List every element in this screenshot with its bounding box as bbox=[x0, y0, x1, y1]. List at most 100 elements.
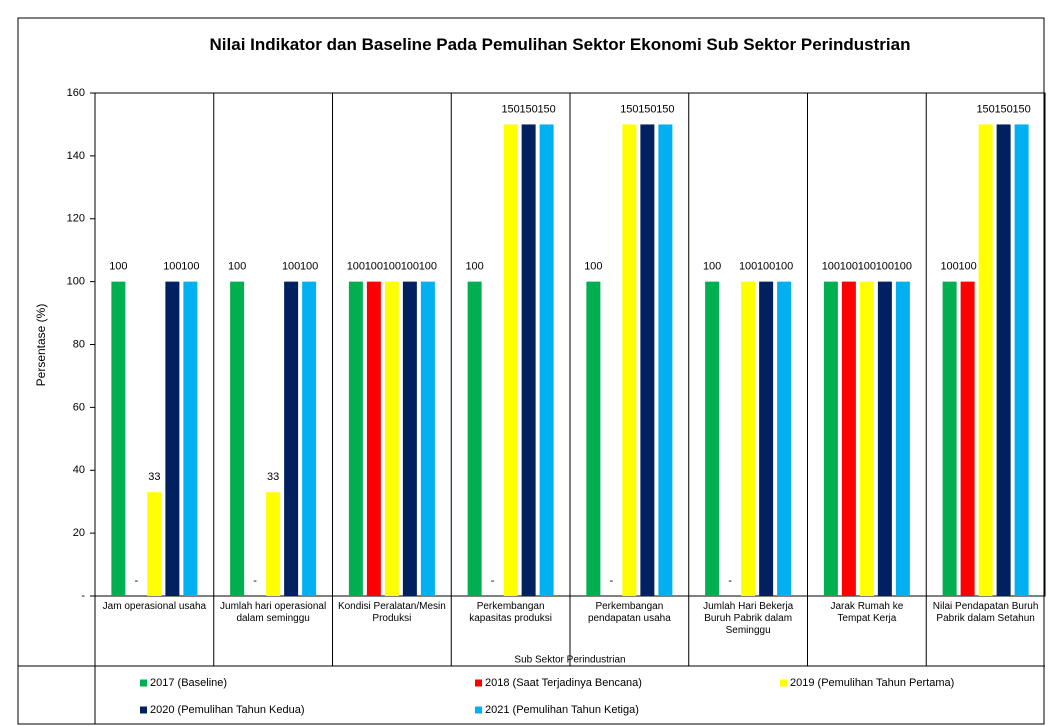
bar bbox=[284, 281, 299, 596]
data-label: 100 bbox=[347, 261, 365, 273]
data-label: 100 bbox=[228, 261, 246, 273]
x-tick-label: Jumlah hari operasional dalam seminggu bbox=[220, 601, 327, 624]
data-label: - bbox=[610, 575, 614, 587]
bar bbox=[777, 281, 792, 596]
bar bbox=[420, 281, 435, 596]
bar bbox=[521, 124, 536, 596]
bar bbox=[841, 281, 856, 596]
data-label: 150 bbox=[519, 103, 537, 115]
bar bbox=[503, 124, 518, 596]
data-label: 33 bbox=[148, 471, 160, 483]
x-tick-label: Jam operasional usaha bbox=[102, 601, 207, 612]
bar bbox=[539, 124, 554, 596]
data-label: 100 bbox=[465, 261, 483, 273]
x-tick-label: Jumlah Hari Bekerja Buruh Pabrik dalam S… bbox=[703, 601, 794, 636]
legend-label: 2019 (Pemulihan Tahun Pertama) bbox=[790, 677, 954, 689]
bar bbox=[942, 281, 957, 596]
data-label: 150 bbox=[656, 103, 674, 115]
legend-swatch bbox=[140, 706, 147, 714]
y-tick-label: 20 bbox=[73, 527, 85, 539]
data-label: 100 bbox=[109, 261, 127, 273]
data-label: 100 bbox=[757, 261, 775, 273]
legend-swatch bbox=[475, 679, 482, 687]
data-label: - bbox=[135, 575, 139, 587]
x-tick-label: Perkembangan pendapatan usaha bbox=[587, 601, 671, 624]
x-tick-label: Nilai Pendapatan Buruh Pabrik dalam Seta… bbox=[932, 601, 1039, 624]
bar bbox=[640, 124, 655, 596]
legend-label: 2020 (Pemulihan Tahun Kedua) bbox=[150, 704, 305, 716]
y-tick-label: 60 bbox=[73, 401, 85, 413]
legend-label: 2021 (Pemulihan Tahun Ketiga) bbox=[485, 704, 639, 716]
y-tick-label: 40 bbox=[73, 464, 85, 476]
x-tick-label: Perkembangan kapasitas produksi bbox=[469, 601, 553, 624]
bar bbox=[147, 492, 162, 596]
data-label: 100 bbox=[383, 261, 401, 273]
y-tick-label: 100 bbox=[67, 276, 85, 288]
data-label: 100 bbox=[401, 261, 419, 273]
chart-title: Nilai Indikator dan Baseline Pada Pemuli… bbox=[209, 35, 911, 54]
bar bbox=[230, 281, 245, 596]
bar bbox=[586, 281, 601, 596]
bar bbox=[658, 124, 673, 596]
bar bbox=[895, 281, 910, 596]
data-label: 100 bbox=[858, 261, 876, 273]
y-tick-label: - bbox=[81, 590, 85, 602]
legend-swatch bbox=[780, 679, 787, 687]
data-label: 100 bbox=[584, 261, 602, 273]
bar bbox=[705, 281, 720, 596]
y-axis-label: Persentase (%) bbox=[34, 304, 48, 387]
bar bbox=[366, 281, 381, 596]
data-label: 100 bbox=[775, 261, 793, 273]
bar bbox=[859, 281, 874, 596]
data-label: 100 bbox=[822, 261, 840, 273]
data-label: 100 bbox=[703, 261, 721, 273]
data-label: 150 bbox=[537, 103, 555, 115]
bar bbox=[266, 492, 281, 596]
data-label: 100 bbox=[419, 261, 437, 273]
data-label: 150 bbox=[976, 103, 994, 115]
data-label: 150 bbox=[1012, 103, 1030, 115]
y-tick-label: 160 bbox=[67, 87, 85, 99]
y-tick-label: 140 bbox=[67, 150, 85, 162]
legend-label: 2018 (Saat Terjadinya Bencana) bbox=[485, 677, 642, 689]
x-tick-label: Kondisi Peralatan/Mesin Produksi bbox=[337, 601, 446, 624]
legend-swatch bbox=[140, 679, 147, 687]
data-label: 100 bbox=[876, 261, 894, 273]
bar bbox=[467, 281, 482, 596]
data-label: 100 bbox=[181, 261, 199, 273]
data-label: 100 bbox=[163, 261, 181, 273]
frame bbox=[17, 17, 1045, 725]
legend-swatch bbox=[475, 706, 482, 714]
data-label: 150 bbox=[620, 103, 638, 115]
data-label: - bbox=[253, 575, 257, 587]
bar bbox=[622, 124, 637, 596]
data-label: 100 bbox=[739, 261, 757, 273]
data-label: 100 bbox=[282, 261, 300, 273]
y-tick-label: 120 bbox=[67, 213, 85, 225]
data-label: 150 bbox=[638, 103, 656, 115]
y-tick-label: 80 bbox=[73, 338, 85, 350]
data-label: 100 bbox=[840, 261, 858, 273]
bar bbox=[402, 281, 417, 596]
bar bbox=[348, 281, 363, 596]
data-label: 100 bbox=[300, 261, 318, 273]
data-label: 100 bbox=[894, 261, 912, 273]
bar bbox=[823, 281, 838, 596]
data-label: 100 bbox=[958, 261, 976, 273]
bar bbox=[960, 281, 975, 596]
bar bbox=[111, 281, 126, 596]
data-label: 33 bbox=[267, 471, 279, 483]
bar bbox=[165, 281, 180, 596]
bar bbox=[741, 281, 756, 596]
bar bbox=[183, 281, 198, 596]
bar bbox=[877, 281, 892, 596]
data-label: 150 bbox=[994, 103, 1012, 115]
data-label: 150 bbox=[501, 103, 519, 115]
bar bbox=[759, 281, 774, 596]
data-label: 100 bbox=[940, 261, 958, 273]
bar bbox=[302, 281, 317, 596]
data-label: 100 bbox=[365, 261, 383, 273]
bar bbox=[978, 124, 993, 596]
